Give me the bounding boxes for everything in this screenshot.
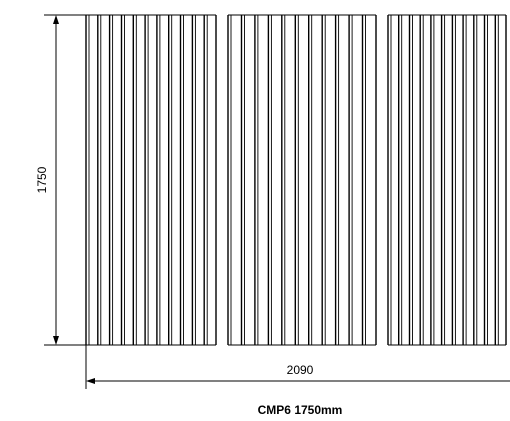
height-arrow-top — [53, 15, 59, 24]
width-label: 2090 — [287, 363, 314, 377]
panels-group — [85, 14, 507, 346]
width-dimension: 2090 — [85, 345, 510, 389]
panel-1 — [85, 14, 217, 346]
height-label: 1750 — [35, 166, 49, 193]
height-dimension: 1750 — [35, 14, 92, 346]
width-arrow-left — [86, 378, 95, 384]
panel-2 — [227, 14, 377, 346]
height-arrow-bottom — [53, 336, 59, 345]
panel-3 — [387, 14, 507, 346]
drawing-caption: CMP6 1750mm — [258, 403, 343, 417]
